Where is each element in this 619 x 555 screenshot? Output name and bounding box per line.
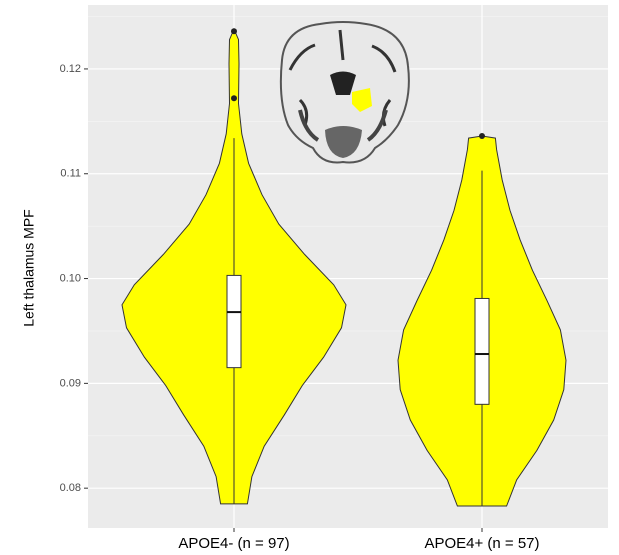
x-tick-label: APOE4- (n = 97) (178, 535, 289, 552)
outlier (231, 95, 237, 101)
x-tick-label: APOE4+ (n = 57) (424, 535, 539, 552)
box (475, 298, 489, 404)
chart: Left thalamus MPF 0.08 0.09 0.10 0.11 0.12 AP… (0, 0, 619, 555)
outlier (479, 133, 485, 139)
y-tick-label: 0.08 (60, 482, 81, 494)
y-tick-label: 0.09 (60, 377, 81, 389)
page: Left thalamus MPF 0.08 0.09 0.10 0.11 0.12 AP… (0, 0, 619, 555)
box (227, 275, 241, 367)
y-axis-label: Left thalamus MPF (21, 209, 37, 327)
y-tick-label: 0.12 (60, 63, 81, 75)
y-tick-label: 0.11 (60, 168, 81, 180)
outlier (231, 28, 237, 34)
y-tick-label: 0.10 (60, 272, 81, 284)
